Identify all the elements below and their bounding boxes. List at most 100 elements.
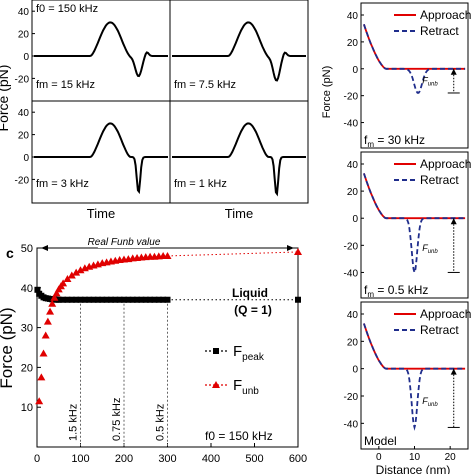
- panel-c-point-fpeak: [81, 296, 88, 303]
- panel-c-point-funb: [37, 373, 46, 381]
- panel-b-ytick-label: -40: [344, 268, 359, 279]
- panel-c-ytick-label: 30: [21, 323, 33, 335]
- panel-b-frame-2: [360, 151, 469, 299]
- panel-b-legend-label: Approach: [420, 307, 471, 321]
- panel-b-legend-label: Approach: [420, 157, 471, 171]
- panel-a-ytick-label: 20: [18, 131, 30, 142]
- panel-a-ytick-label: -20: [15, 74, 30, 85]
- panel-c-point-fpeak: [55, 296, 62, 303]
- panel-b-ytick-label: 40: [347, 11, 359, 22]
- panel-c-point-funb: [41, 331, 50, 339]
- panel-b-ylabel: Force (pN): [321, 66, 333, 119]
- panel-c-point-fpeak: [64, 296, 71, 303]
- panel-a-ylabel: Force (pN): [0, 65, 11, 132]
- panel-c-label: c: [6, 245, 14, 261]
- panel-c-point-funb: [163, 251, 172, 259]
- panel-b: Force (pN) -40 -20 0 20 40 Funb fm = 30 kHz App…: [321, 2, 471, 474]
- panel-b-xtick-label: 0: [376, 452, 382, 463]
- panel-a-trace-3: [34, 122, 168, 195]
- panel-a-trace-4: [172, 122, 306, 197]
- panel-c-freq-marker-label: 0.75 kHz: [111, 398, 123, 441]
- panel-b-funb-arrow: [450, 68, 457, 75]
- panel-b-ytick-label: 0: [352, 365, 358, 376]
- panel-c-point-funb: [39, 349, 48, 357]
- panel-a-ytick-label: -20: [15, 175, 30, 186]
- panel-c-freq-marker-label: 1.5 kHz: [68, 404, 80, 441]
- panel-b-ytick-label: -20: [344, 241, 359, 252]
- panel-c-point-funb: [48, 299, 57, 307]
- panel-c-xtick-label: 0: [34, 453, 40, 465]
- panel-c-xtick-label: 200: [115, 453, 133, 465]
- panel-b-funb-arrow: [450, 368, 457, 375]
- panel-c-point-fpeak: [103, 296, 110, 303]
- panel-b-frame-1: [360, 2, 469, 149]
- panel-c-point-fpeak: [142, 296, 149, 303]
- panel-c-medium: Liquid: [232, 286, 268, 300]
- panel-c-real-arrow-right: [287, 245, 294, 251]
- panel-b-xtick-label: 20: [445, 452, 457, 463]
- panel-c-point-fpeak: [73, 296, 80, 303]
- panel-c-real-arrow-left: [41, 245, 48, 251]
- panel-b-ytick-label: -40: [344, 119, 359, 130]
- panel-a-ytick-label: 40: [18, 108, 30, 119]
- panel-a-curves: [34, 21, 306, 197]
- panel-a-fm-label-3: fm = 3 kHz: [36, 178, 89, 190]
- panel-b-legend-label: Approach: [420, 8, 471, 22]
- panel-a-ytick-label: 40: [18, 7, 30, 18]
- panel-c-point-fpeak: [77, 296, 84, 303]
- panel-c-series-tail-Funb: [167, 251, 299, 257]
- panel-c-ytick-label: 40: [21, 283, 33, 295]
- panel-b-legend-label: Retract: [420, 173, 459, 187]
- panel-c-point-fpeak: [138, 296, 145, 303]
- panel-a-trace-2: [172, 21, 306, 82]
- panel-c-point-funb: [67, 271, 76, 279]
- panel-b-ytick-label: 20: [347, 38, 359, 49]
- panel-c-point-fpeak: [86, 296, 93, 303]
- panel-a-ytick-label: 0: [23, 52, 29, 63]
- panel-c-point-funb: [63, 275, 72, 283]
- panel-b-funb-arrow: [450, 218, 457, 225]
- panel-b-corner-label: fm = 0.5 kHz: [364, 283, 428, 299]
- panel-c-xtick-label: 500: [245, 453, 263, 465]
- panel-c-point-fpeak: [99, 296, 106, 303]
- panel-c-point-fpeak: [90, 296, 97, 303]
- panel-c-ytick-label: 20: [21, 362, 33, 374]
- panel-a-xlabel-right: Time: [225, 206, 253, 221]
- panel-b-subplots: -40 -20 0 20 40 Funb fm = 30 kHz Approach Retrac…: [344, 2, 471, 463]
- panel-c-point-funb: [76, 266, 85, 274]
- panel-c-point-funb: [46, 307, 55, 315]
- panel-c: c Force (pN) 0 100 200 300 400 500 600 10 20 30 40…: [0, 236, 307, 465]
- panel-c-point-fpeak: [112, 296, 119, 303]
- panel-c-legend: Fpeak Funb: [205, 343, 265, 397]
- panel-b-ytick-label: 20: [347, 187, 359, 198]
- panel-a-fm-label-1: fm = 15 kHz: [36, 79, 95, 91]
- panel-c-point-funb: [294, 247, 302, 255]
- panel-a-f0-label: f0 = 150 kHz: [36, 3, 98, 15]
- panel-c-point-fpeak: [155, 296, 162, 303]
- panel-b-retract-curve: [363, 323, 466, 431]
- panel-c-point-fpeak: [60, 296, 67, 303]
- panel-b-ytick-label: 40: [347, 310, 359, 321]
- panel-b-xlabel: Distance (nm): [376, 463, 451, 474]
- panel-c-point-fpeak: [160, 296, 167, 303]
- panel-a-ytick-label: 0: [23, 153, 29, 164]
- panel-c-ylabel: Force (pN): [0, 307, 16, 388]
- panel-b-ytick-label: 0: [352, 214, 358, 225]
- panel-c-point-fpeak: [121, 296, 127, 303]
- panel-c-real-value-label: Real Funb value: [88, 237, 161, 248]
- panel-c-point-funb: [50, 293, 59, 301]
- panel-b-corner-label: Model: [364, 434, 397, 448]
- panel-c-legend-label: Fpeak: [233, 343, 265, 363]
- panel-b-legend-label: Retract: [420, 323, 459, 337]
- panel-b-ytick-label: 40: [347, 160, 359, 171]
- panel-c-legend-marker: [213, 348, 219, 354]
- panel-a-trace-1: [34, 21, 168, 78]
- panel-c-point-fpeak: [295, 296, 301, 303]
- panel-c-point-fpeak: [68, 296, 75, 303]
- panel-c-point-funb: [52, 289, 61, 297]
- panel-c-point-fpeak: [107, 296, 114, 303]
- panel-b-ytick-label: 0: [352, 65, 358, 76]
- panel-b-retract-curve: [363, 173, 466, 276]
- panel-c-xtick-label: 100: [71, 453, 89, 465]
